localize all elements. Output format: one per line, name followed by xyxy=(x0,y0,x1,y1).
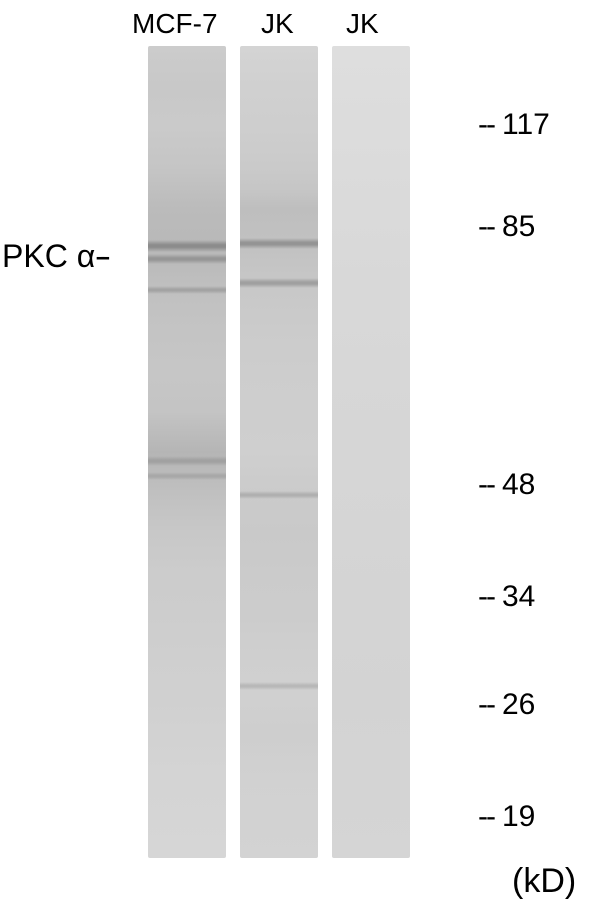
marker-value: 85 xyxy=(502,210,535,244)
marker-tick: -- xyxy=(478,210,494,244)
mw-marker-85: --85 xyxy=(478,210,535,244)
mw-marker-34: --34 xyxy=(478,580,535,614)
mw-marker-26: --26 xyxy=(478,688,535,722)
band-1-1 xyxy=(240,278,318,288)
marker-tick: -- xyxy=(478,108,494,142)
band-0-4 xyxy=(148,472,226,480)
blot-lane-0 xyxy=(148,46,226,858)
lane-label-2: JK xyxy=(346,8,379,40)
marker-tick: -- xyxy=(478,468,494,502)
lane-label-1: JK xyxy=(261,8,294,40)
kd-unit-label: (kD) xyxy=(512,862,576,901)
band-0-1 xyxy=(148,254,226,264)
band-0-3 xyxy=(148,456,226,466)
blot-lane-1 xyxy=(240,46,318,858)
band-0-0 xyxy=(148,240,226,252)
marker-tick: -- xyxy=(478,580,494,614)
marker-tick: -- xyxy=(478,688,494,722)
mw-marker-117: --117 xyxy=(478,108,550,142)
protein-label: PKC α -- xyxy=(2,238,109,275)
band-1-2 xyxy=(240,491,318,499)
marker-value: 117 xyxy=(502,108,550,142)
lane-label-0: MCF-7 xyxy=(132,8,218,40)
marker-value: 48 xyxy=(502,468,535,502)
marker-tick: -- xyxy=(478,800,494,834)
mw-marker-48: --48 xyxy=(478,468,535,502)
mw-marker-19: --19 xyxy=(478,800,535,834)
band-0-2 xyxy=(148,286,226,294)
band-1-0 xyxy=(240,238,318,249)
marker-value: 34 xyxy=(502,580,535,614)
western-blot-figure: PKC α -- MCF-7JKJK --117--85--48--34--26… xyxy=(0,0,610,916)
marker-value: 19 xyxy=(502,800,535,834)
blot-lane-2 xyxy=(332,46,410,858)
band-1-3 xyxy=(240,682,318,690)
marker-value: 26 xyxy=(502,688,535,722)
protein-pointer: -- xyxy=(95,238,104,275)
protein-name: PKC α xyxy=(2,238,95,275)
